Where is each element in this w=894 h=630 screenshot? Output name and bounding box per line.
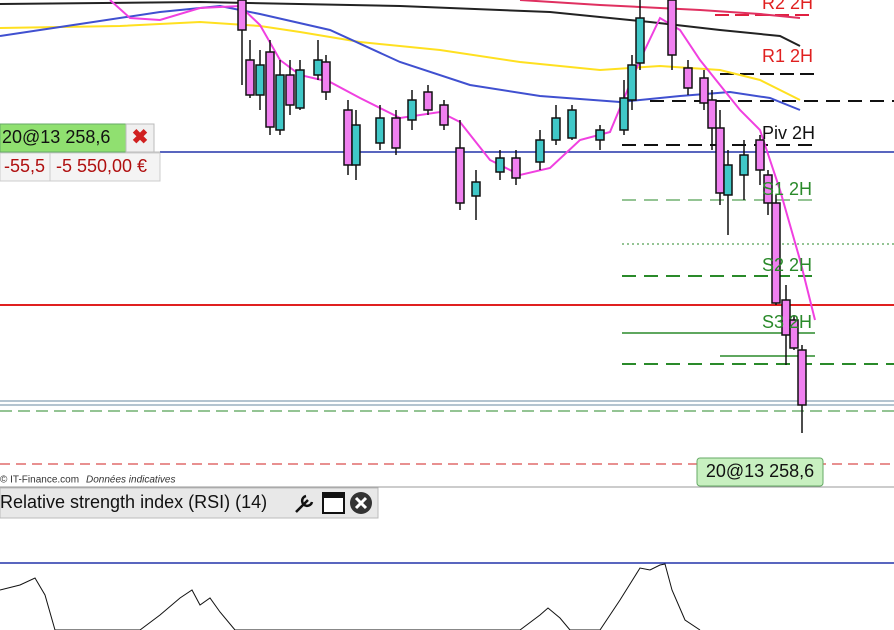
price-label: 20@13 258,6 <box>706 461 814 481</box>
indicator-header <box>0 487 379 519</box>
position-points: -55,5 <box>4 156 45 176</box>
pivot-label: R2 2H <box>762 0 813 13</box>
window-icon-bar <box>323 493 344 498</box>
amount-box <box>49 152 161 182</box>
pivot-label: Piv 2H <box>762 123 815 143</box>
disclaimer: Données indicatives <box>86 475 176 486</box>
remove-icon <box>354 496 368 510</box>
pivot-label: S2 2H <box>762 255 812 275</box>
settings-icon[interactable] <box>295 494 314 513</box>
indicator-title: Relative strength index (RSI) (14) <box>0 492 267 512</box>
pivot-label: S1 2H <box>762 179 812 199</box>
position-label: 20@13 258,6 <box>2 127 110 147</box>
candles <box>237 0 807 433</box>
pivot-label: R1 2H <box>762 46 813 66</box>
close-icon[interactable]: ✖ <box>132 126 149 148</box>
position-amount: -5 550,00 € <box>56 156 147 176</box>
price-box <box>696 457 824 487</box>
pivot-label: S3 2H <box>762 312 812 332</box>
moving-averages <box>0 0 816 321</box>
copyright: © IT-Finance.com <box>0 475 79 486</box>
close-position-button[interactable] <box>125 123 155 153</box>
rsi-line <box>0 563 701 630</box>
